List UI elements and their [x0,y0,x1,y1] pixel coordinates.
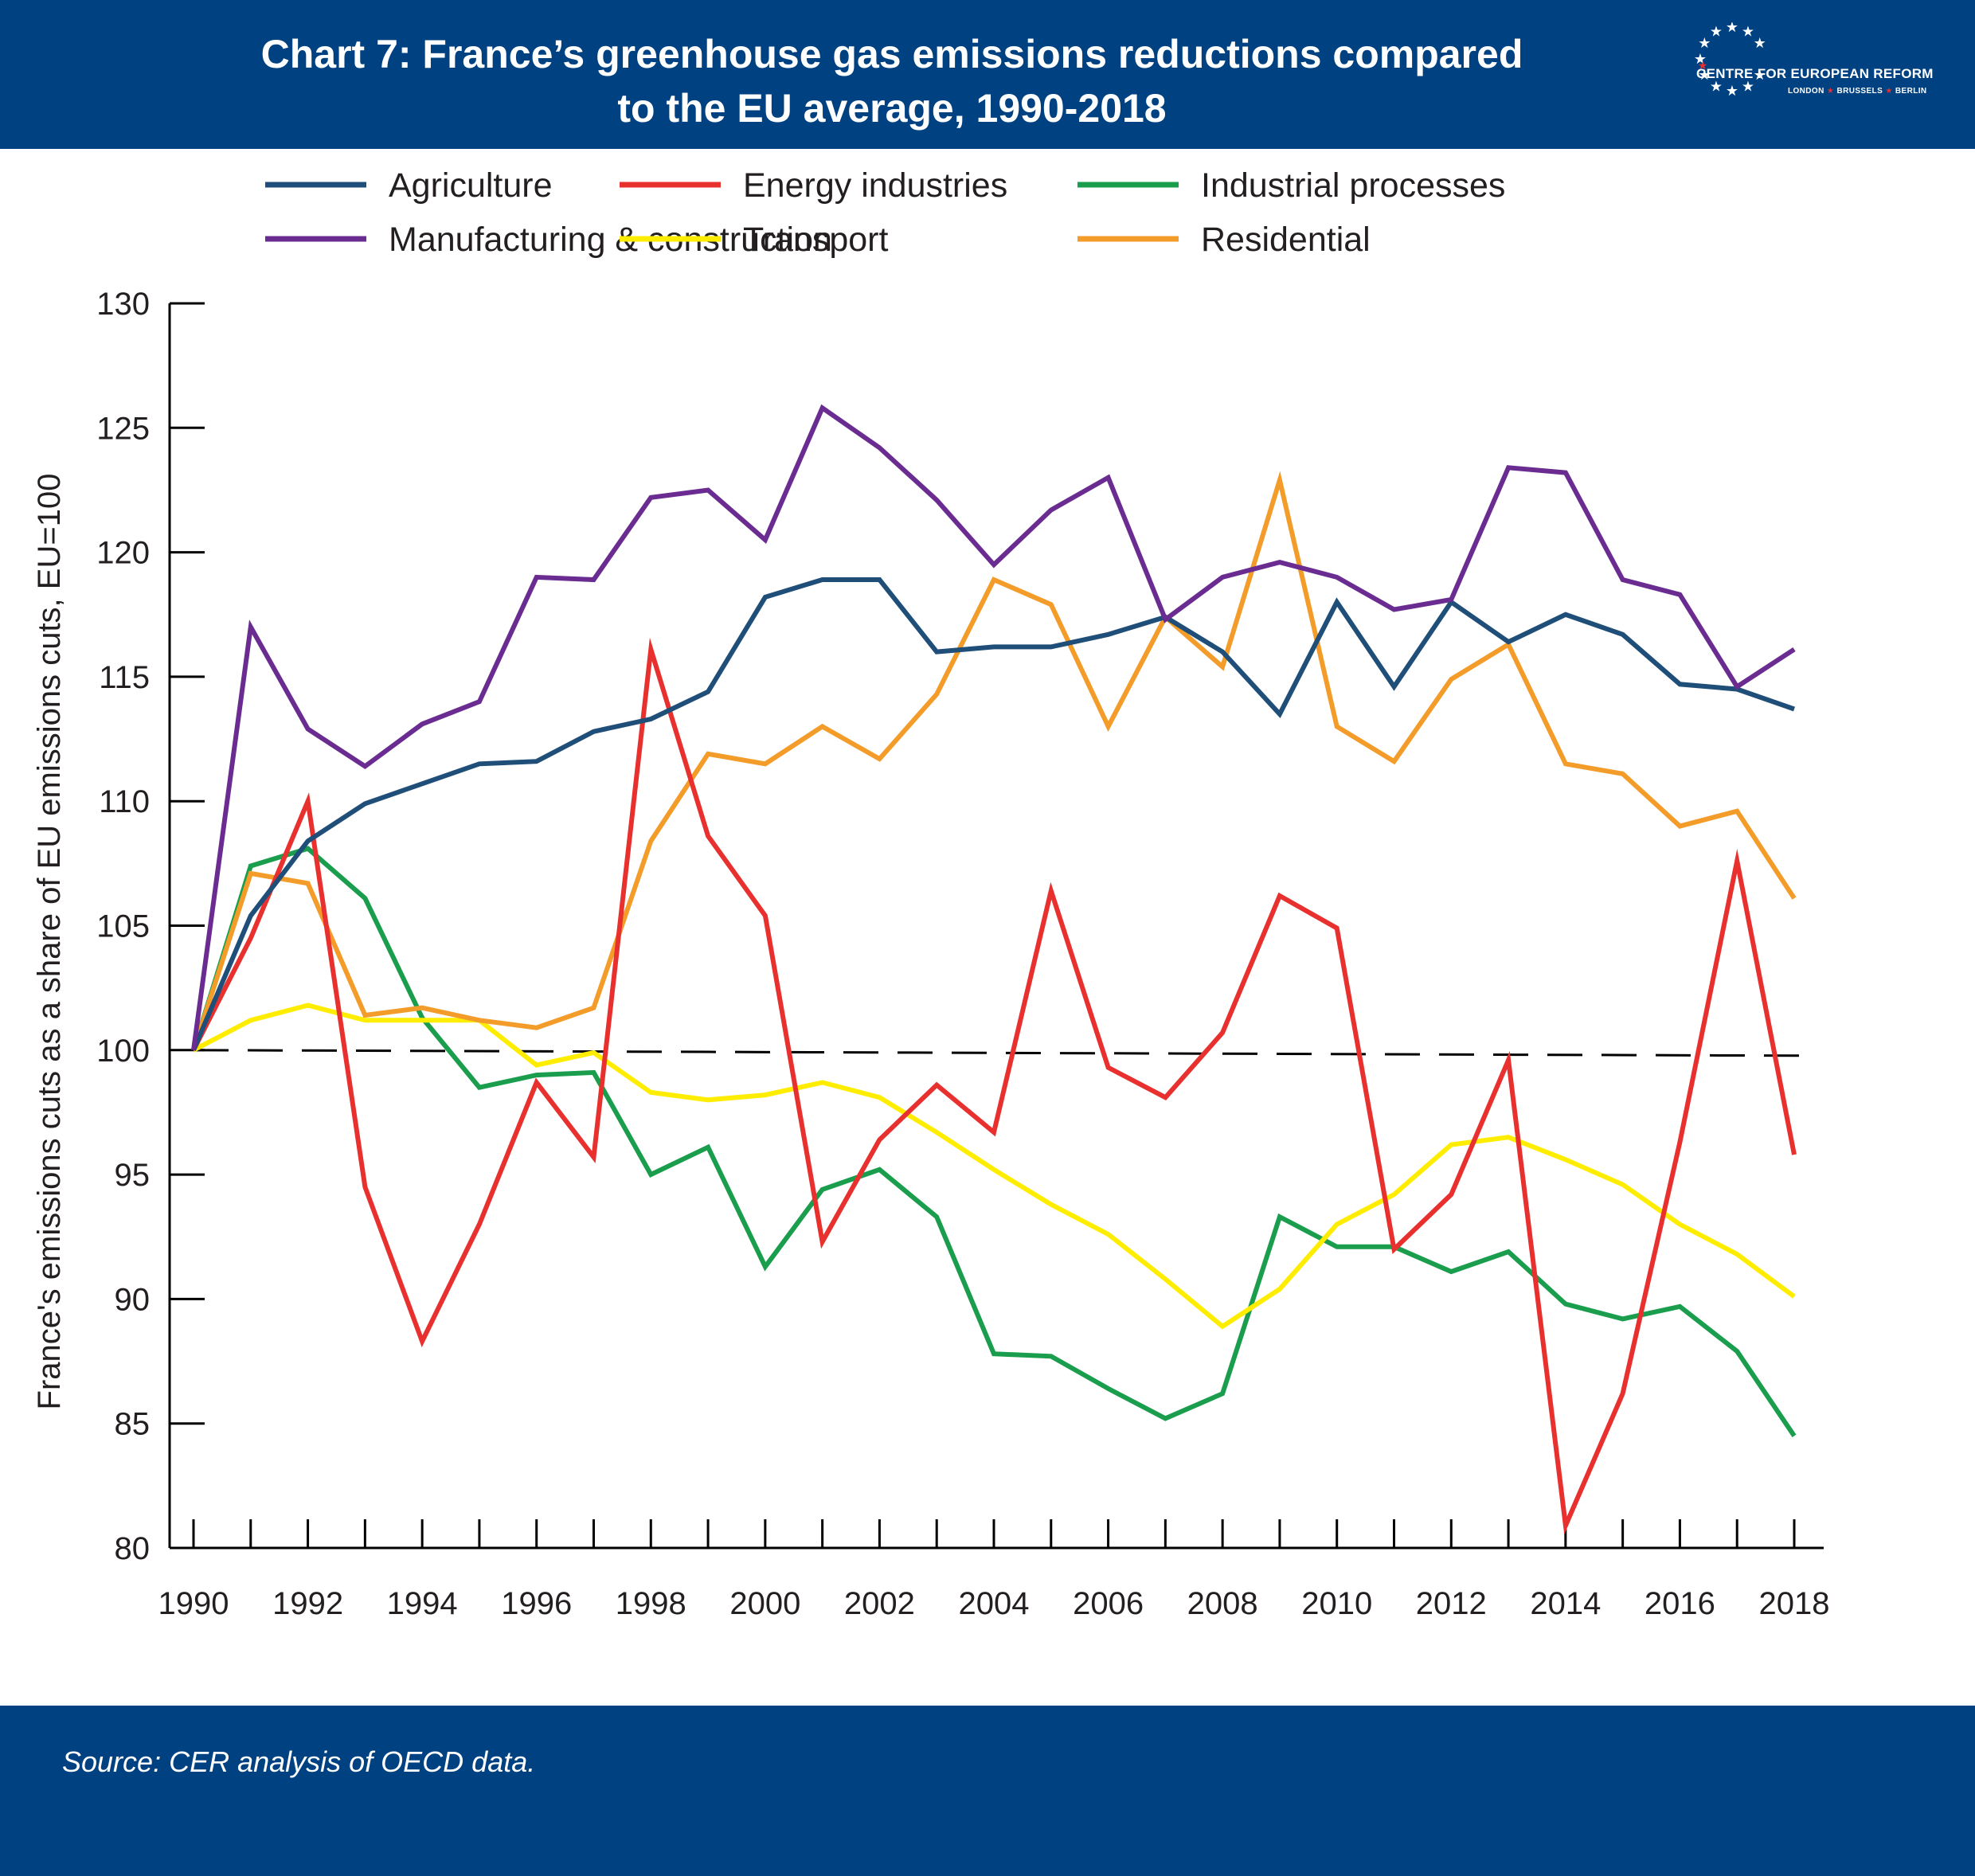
logo-name: CENTRE FOR EUROPEAN REFORM [1696,66,1934,81]
logo-star-icon: ★ [1694,51,1707,68]
x-tick-label: 1998 [616,1586,686,1621]
chart-title-line-1: Chart 7: France’s greenhouse gas emissio… [260,32,1523,76]
y-tick-label: 125 [96,411,150,446]
x-tick-label: 1990 [158,1586,229,1621]
y-tick-label: 90 [115,1282,151,1317]
logo-star-icon: ★ [1726,83,1738,100]
legend-label-energy-industries: Energy industries [743,166,1007,205]
logo-star-icon: ★ [1698,67,1711,84]
y-axis-label: France's emissions cuts as a share of EU… [32,474,67,1410]
logo-city-1: LONDON [1788,87,1824,96]
logo-star-icon: ★ [1710,79,1723,96]
legend-label-residential: Residential [1201,221,1371,259]
series-line-agriculture [191,577,1795,1051]
x-tick-label: 2018 [1759,1586,1830,1621]
y-tick-label: 115 [99,660,150,695]
y-tick-label: 105 [96,909,150,944]
series-line-residential [191,471,1797,1051]
x-tick-label: 2016 [1645,1586,1715,1621]
chart-title-line-2: to the EU average, 1990-2018 [617,86,1167,131]
legend-label-manufacturing-construction: Manufacturing & construction [389,221,832,259]
logo-star-icon: ★ [1726,22,1738,36]
reference-line-eu-100 [193,1049,1801,1057]
logo-star-icon: ★ [1754,35,1766,52]
logo-red-star-icon: ★ [1698,60,1708,72]
logo-star-icon: ★ [1742,79,1754,96]
logo-cities: LONDON ★ BRUSSELS ★ BERLIN [1788,87,1927,96]
y-tick-label: 110 [99,784,150,819]
series-line-industrial-processes [191,846,1797,1437]
source-note: Source: CER analysis of OECD data. [62,1745,536,1778]
x-tick-label: 2006 [1073,1586,1144,1621]
x-tick-label: 2008 [1187,1586,1258,1621]
series-line-transport [192,1002,1796,1330]
logo-city-3: BERLIN [1895,87,1927,96]
logo-star-icon: ★ [1698,35,1711,52]
y-tick-label: 95 [115,1158,151,1193]
y-tick-label: 120 [96,536,150,571]
x-tick-label: 1994 [387,1586,458,1621]
logo-star-icon: ★ [1710,23,1723,40]
x-tick-label: 2002 [844,1586,915,1621]
line-chart: 80 85 90 95 100 105 110 115 120 125 130 1990 1992 199… [32,166,1830,1621]
logo-star-icon: ★ [1754,67,1766,84]
y-tick-label: 130 [96,287,150,322]
x-tick-label: 1992 [272,1586,343,1621]
y-tick-label: 100 [96,1034,150,1069]
series-line-manufacturing-construction [191,404,1796,1051]
legend-label-transport: Transport [743,221,888,259]
x-tick-label: 1996 [501,1586,572,1621]
cer-logo: ★ ★★★★★★★★★★★ [1694,22,1766,100]
logo-star-icon: ★ [1742,23,1754,40]
logo-city-2: BRUSSELS [1836,87,1883,96]
legend-label-agriculture: Agriculture [389,166,553,205]
x-tick-label: 2004 [959,1586,1030,1621]
x-tick-label: 2000 [729,1586,800,1621]
y-tick-label: 80 [115,1531,151,1566]
legend-label-industrial-processes: Industrial processes [1201,166,1505,205]
x-tick-label: 2014 [1530,1586,1601,1621]
x-tick-label: 2012 [1416,1586,1487,1621]
series-line-energy-industries [191,637,1797,1535]
header-banner [0,0,1975,149]
y-tick-label: 85 [115,1407,151,1442]
footer-banner [0,1706,1975,1876]
chart-title: Chart 7: France’s greenhouse gas emissio… [159,27,1625,135]
x-tick-label: 2010 [1301,1586,1372,1621]
